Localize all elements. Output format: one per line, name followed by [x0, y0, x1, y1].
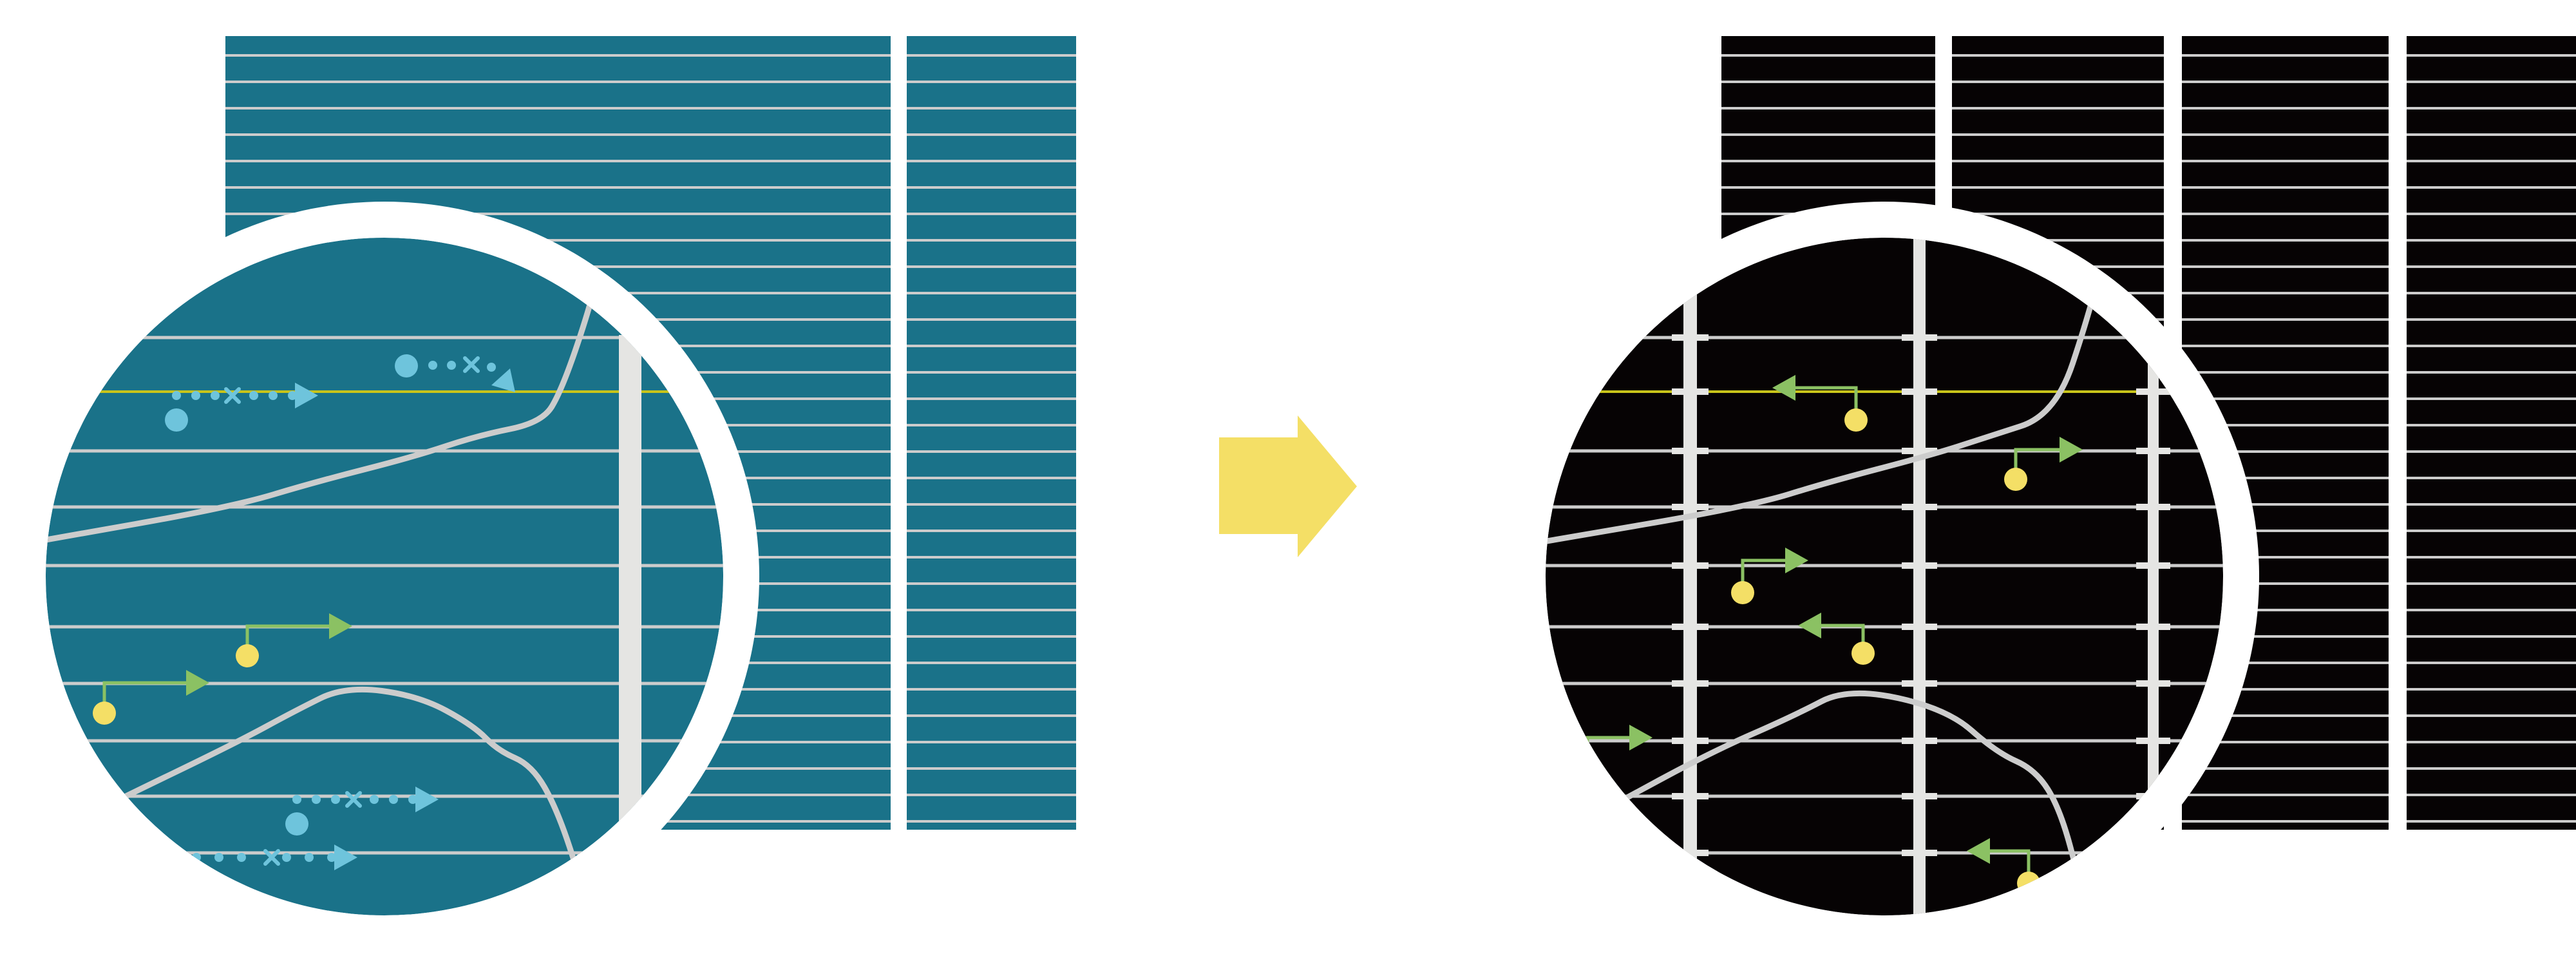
- trail-dot: [288, 391, 297, 400]
- solid-arrow-icon: [186, 670, 209, 696]
- dotted-arrow-icon: [334, 845, 357, 870]
- solid-arrow-icon: [1967, 838, 1990, 864]
- trail-dot: [447, 361, 456, 370]
- trail-dot: [237, 853, 246, 862]
- bar-tick: [1902, 504, 1937, 510]
- curve-line: [46, 242, 609, 544]
- bar-tick: [1672, 793, 1709, 799]
- vertical-bar: [1683, 238, 1697, 915]
- vertical-bar: [1913, 238, 1926, 915]
- trail-dot: [331, 795, 340, 804]
- bar-tick: [1672, 448, 1709, 454]
- bar-tick: [1902, 624, 1937, 630]
- solid-arrow-icon: [2060, 437, 2083, 463]
- trail-dot: [191, 391, 200, 400]
- solid-arrow-icon: [1629, 725, 1653, 750]
- cross-icon: [345, 791, 362, 808]
- trail-dot: [312, 795, 321, 804]
- bar-tick: [2136, 388, 2170, 395]
- bar-tick: [2136, 680, 2170, 687]
- trail-dot: [292, 795, 301, 804]
- bar-tick: [1672, 334, 1709, 341]
- trail-dot: [211, 391, 220, 400]
- bar-tick: [1672, 680, 1709, 687]
- bar-tick: [1672, 850, 1709, 856]
- bar-tick: [1902, 850, 1937, 856]
- dotted-arrow-icon: [415, 787, 439, 812]
- bar-tick: [1902, 680, 1937, 687]
- bar-tick: [1672, 562, 1709, 569]
- curve-line: [61, 686, 602, 915]
- node-dot: [93, 702, 116, 725]
- bar-tick: [2136, 738, 2170, 744]
- bar-tick: [1672, 388, 1709, 395]
- bar-tick: [1672, 504, 1709, 510]
- node-dot: [2004, 468, 2027, 491]
- trail-dot: [408, 795, 417, 804]
- bar-tick: [1672, 738, 1709, 744]
- bar-tick: [2136, 562, 2170, 569]
- after-magnifier-lens: [1510, 202, 2259, 951]
- curve-line: [1546, 242, 2109, 546]
- trail-dot: [282, 853, 291, 862]
- bar-tick: [1672, 624, 1709, 630]
- bar-tick: [1902, 448, 1937, 454]
- panel-column: [2407, 36, 2576, 830]
- trail-dot: [172, 391, 181, 400]
- node-dot: [1852, 642, 1875, 665]
- bar-tick: [2136, 448, 2170, 454]
- bar-tick: [1902, 793, 1937, 799]
- start-dot: [285, 812, 308, 836]
- trail-dot: [214, 853, 223, 862]
- vertical-bar: [2148, 238, 2159, 915]
- solid-arrow-icon: [329, 613, 352, 639]
- right-arrow-icon: [1219, 415, 1357, 557]
- bar-tick: [2136, 624, 2170, 630]
- node-dot: [236, 644, 259, 667]
- bar-tick: [1902, 388, 1937, 395]
- trail-dot: [428, 361, 437, 370]
- bar-tick: [1902, 562, 1937, 569]
- trail-dot: [327, 853, 336, 862]
- trail-dot: [269, 391, 278, 400]
- solid-arrow-icon: [1798, 613, 1821, 638]
- node-dot: [1731, 581, 1754, 604]
- curve-line: [1568, 690, 2099, 915]
- trail-dot: [370, 795, 379, 804]
- bar-tick: [1902, 334, 1937, 341]
- node-dot: [1844, 408, 1868, 432]
- bar-tick: [2136, 504, 2170, 510]
- solid-arrow-icon: [1772, 375, 1795, 401]
- trail-dot: [487, 363, 496, 372]
- trail-dot: [305, 853, 314, 862]
- cross-icon: [263, 849, 280, 866]
- lens-fill: [1546, 238, 2223, 915]
- vertical-bar: [619, 335, 641, 857]
- panel-column: [907, 36, 1076, 830]
- trail-dot: [249, 391, 258, 400]
- solid-arrow-icon: [1785, 548, 1808, 573]
- dotted-arrow-icon: [295, 383, 318, 408]
- bar-tick: [1902, 738, 1937, 744]
- cross-icon: [463, 356, 480, 373]
- dotted-arrow-icon: [491, 368, 515, 392]
- cross-icon: [224, 387, 241, 404]
- before-magnifier-lens: [10, 202, 759, 951]
- start-dot: [395, 354, 418, 377]
- start-dot: [165, 408, 188, 432]
- trail-dot: [389, 795, 398, 804]
